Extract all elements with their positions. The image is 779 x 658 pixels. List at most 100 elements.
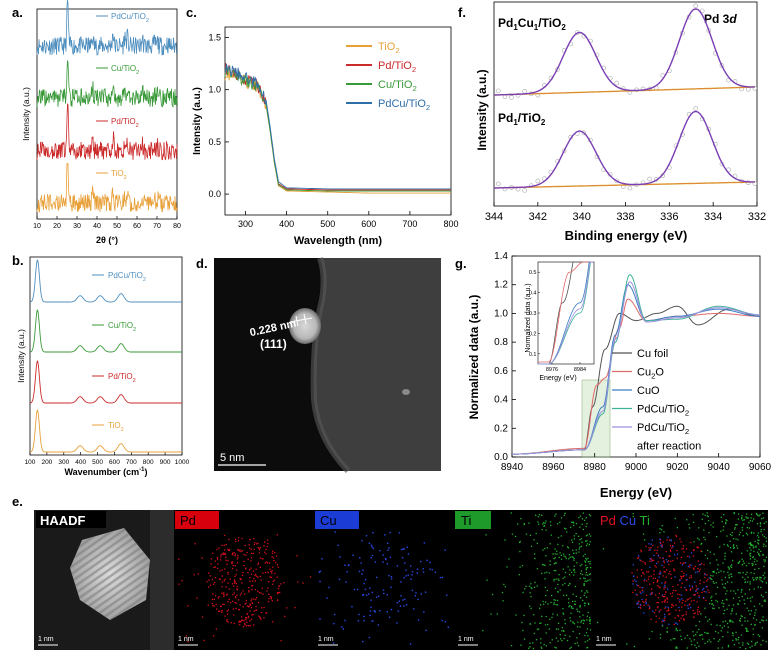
overlay-dot [670,573,672,575]
overlay-dot [731,575,733,578]
pd-dot [277,593,279,595]
ti-dot [523,523,526,526]
pd-dot [223,553,225,556]
pd-dot [234,553,237,555]
overlay-dot [671,604,673,606]
overlay-dot [704,642,706,644]
overlay-dot [764,599,766,601]
overlay-dot [674,554,676,556]
ti-dot [578,548,580,550]
pd-dot [247,571,249,574]
overlay-dot [748,527,751,529]
pd-dot [254,574,256,577]
cu-label-box [315,511,359,529]
overlay-dot [683,572,685,574]
ti-dot [570,607,573,609]
overlay-dot [744,620,746,622]
ti-dot [576,637,578,639]
overlay-dot [759,522,762,524]
overlay-dot [648,576,650,578]
ti-dot [562,553,565,555]
pd-dot [223,592,225,594]
pd-dot [250,618,253,620]
ti-dot [575,552,577,554]
pd-dot [247,617,249,619]
overlay-dot [596,621,599,624]
pd-dot [267,587,269,589]
overlay-dot [672,585,674,588]
overlay-dot [739,619,741,622]
overlay-dot [750,531,753,533]
overlay-dot [758,539,760,541]
ti-dot [574,603,576,606]
panel-b: b. Intensity (a.u.) Wavenumber (cm-1) 10… [12,253,190,477]
overlay-dot [728,619,731,622]
overlay-dot [658,576,660,578]
overlay-dot [662,541,664,543]
overlay-dot [656,549,658,551]
pd-dot [243,564,245,567]
pd-dot [249,603,251,605]
f-data-point [752,181,758,186]
overlay-dot [657,561,659,563]
overlay-dot [758,515,760,517]
ti-dot [573,522,575,524]
pd-dot [234,601,236,604]
pd-dot [240,550,242,553]
overlay-dot [759,603,761,605]
ti-dot [588,543,591,546]
overlay-dot [741,529,744,531]
cu-dot [346,571,348,573]
overlay-dot [699,582,701,585]
overlay-dot [699,563,701,566]
ti-dot [519,550,521,553]
pd-dot [221,569,223,571]
pd-dot [216,608,218,610]
overlay-dot [647,571,650,573]
ti-dot [579,605,581,607]
ti-dot [564,576,566,578]
overlay-dot [741,615,743,618]
pd-dot [263,545,265,547]
f-xtick-label: 336 [660,211,678,223]
pd-dot [260,579,262,581]
ti-dot [543,525,545,527]
ti-dot [518,541,521,544]
overlay-dot [731,609,733,611]
overlay-dot [685,589,688,592]
overlay-dot [602,548,605,550]
overlay-dot [722,605,724,608]
overlay-dot [652,559,655,561]
overlay-dot [649,566,651,568]
b-legend-label: TiO2 [108,421,124,433]
overlay-dot [632,564,635,566]
ti-dot [569,647,571,650]
overlay-dot [705,591,707,593]
pd-dot [208,572,210,574]
overlay-dot [712,522,714,524]
overlay-dot [657,579,659,581]
ti-dot [584,634,586,637]
overlay-dot [681,606,683,608]
overlay-dot [739,572,741,574]
ti-dot [539,604,542,606]
ti-dot [584,560,586,562]
overlay-dot [726,608,728,610]
overlay-dot [651,591,653,594]
ti-dot [562,630,565,632]
overlay-dot [671,592,674,594]
a-xtick-label: 20 [53,223,61,230]
ti-dot [533,632,536,635]
cu-dot [386,611,389,613]
overlay-dot [681,598,683,600]
overlay-dot [763,572,766,574]
ti-dot [566,639,569,642]
overlay-dot [636,594,638,596]
pd-dot [254,542,256,544]
g-legend-label-main: CuO [637,385,660,397]
pd-dot [224,615,226,617]
overlay-dot [661,595,664,597]
c-legend-label: PdCu/TiO2 [378,98,430,112]
ti-dot [553,569,555,572]
panel-a-xlabel: 2θ (°) [96,235,118,245]
